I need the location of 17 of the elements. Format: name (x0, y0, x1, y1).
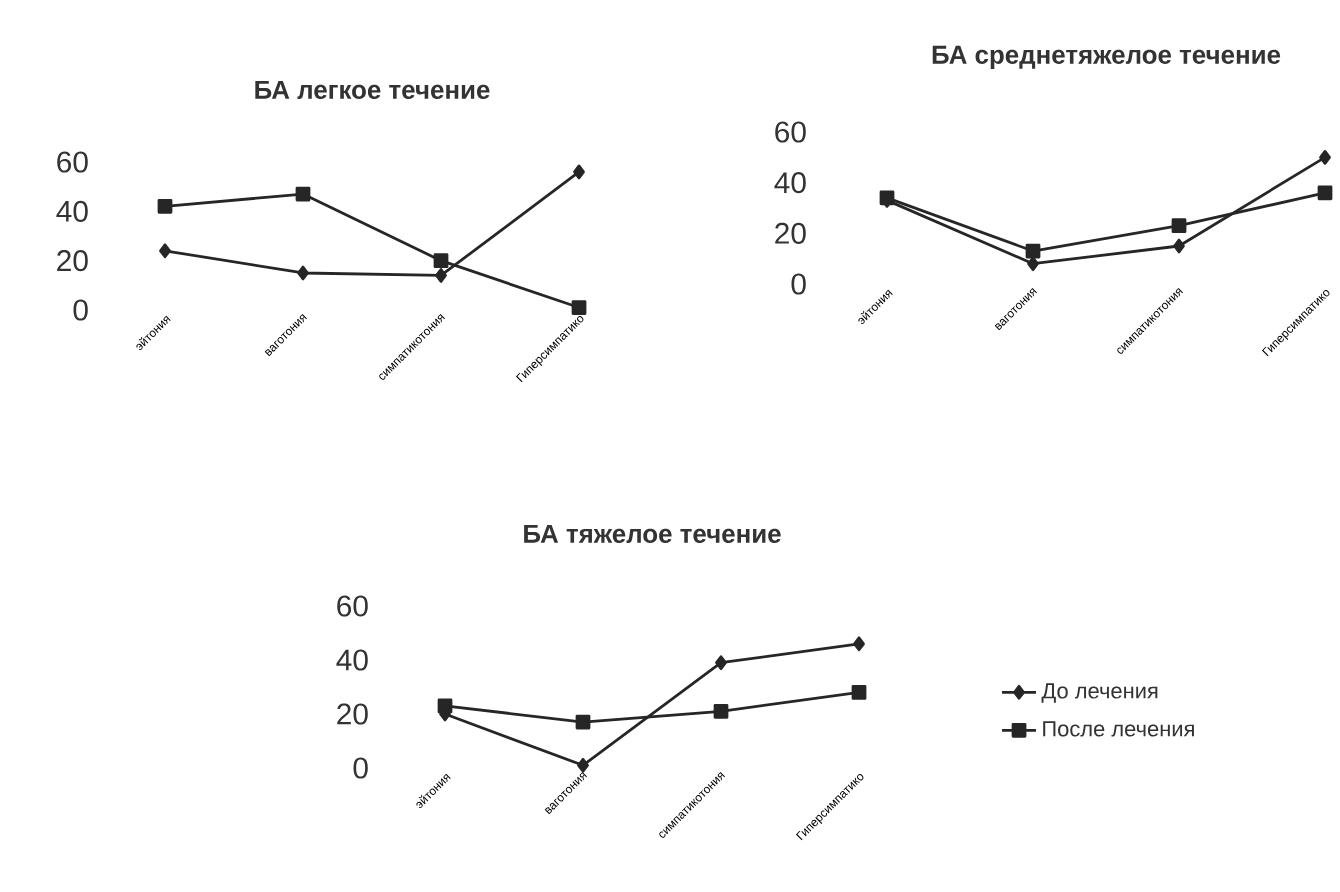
y-tick-label: 60 (337, 595, 368, 617)
y-tick-label: 20 (775, 222, 806, 244)
y-tick-label: 40 (774, 172, 806, 194)
y-tick-label: 60 (775, 121, 806, 143)
legend-label: До лечения (1041, 683, 1158, 703)
chart-title: БА легкое течение (255, 80, 490, 99)
y-tick-label: 40 (336, 649, 368, 671)
y-tick-label: 60 (57, 151, 88, 173)
y-tick-label: 0 (353, 757, 368, 779)
y-tick-label: 0 (791, 273, 806, 295)
y-tick-label: 20 (337, 703, 368, 725)
legend-label: После лечения (1043, 721, 1194, 737)
y-tick-label: 40 (56, 200, 88, 222)
chart-title: БА среднетяжелое течение (932, 45, 1281, 69)
chart-title: БА тяжелое течение (524, 524, 781, 543)
y-tick-label: 0 (73, 299, 88, 321)
y-tick-label: 20 (57, 250, 88, 272)
